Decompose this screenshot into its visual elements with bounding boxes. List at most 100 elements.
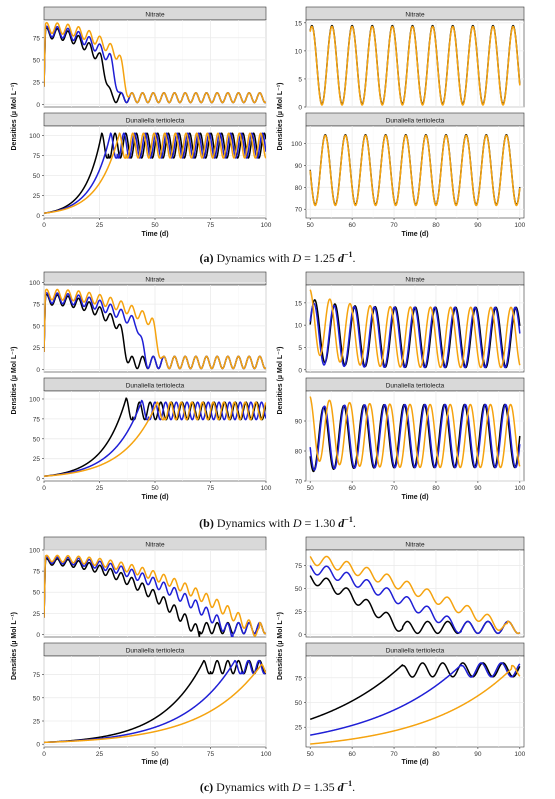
panel-c-right-dunaliella-xtick-label: 100 xyxy=(514,751,525,758)
caption-b: (b) Dynamics with D = 1.30 d−1. xyxy=(199,515,356,530)
panel-c-right-dunaliella-xtick-label: 70 xyxy=(390,751,398,758)
panel-b-right-dunaliella-series-orange xyxy=(309,396,521,469)
panel-a-left-nitrate: Nitrate 0 25 50 75 xyxy=(33,6,267,109)
panel-a-left-dunaliella-xtick-label: 0 xyxy=(42,222,46,229)
panel-a-left-dunaliella-ytick-label: 50 xyxy=(33,173,41,180)
panel-c-right-dunaliella-series-blue xyxy=(309,662,521,736)
panel-b-right-nitrate-series-orange xyxy=(309,289,521,369)
panel-a-right-dunaliella: Dunaliella tertiolecta 70 80 90 100 50 60 70 80 9… xyxy=(291,112,526,229)
panel-a-right-dunaliella-series-group xyxy=(309,134,521,207)
x-axis-title-a-right: Time (d) xyxy=(401,231,428,238)
panel-b-right-nitrate-ytick-label: 0 xyxy=(298,367,302,374)
caption-c: (c) Dynamics with D = 1.35 d−1. xyxy=(199,779,356,794)
panel-b-left-dunaliella-ytick-label: 25 xyxy=(33,456,41,463)
x-axis-title-b-right: Time (d) xyxy=(401,494,428,501)
panel-a-right-nitrate-series-orange xyxy=(309,25,521,106)
panel-c-left-dunaliella: Dunaliella tertiolecta 0 25 50 75 0 25 50 75 100 xyxy=(33,642,272,758)
panel-c-left-dunaliella-xtick-label: 75 xyxy=(207,751,215,758)
panel-b-right-nitrate: Nitrate 0 5 10 15 xyxy=(295,271,525,374)
panel-a-right-nitrate-ytick-label: 0 xyxy=(298,105,302,112)
panel-a-left-dunaliella-xtick-label: 25 xyxy=(96,222,104,229)
panel-a-right-dunaliella-ytick-label: 90 xyxy=(295,163,303,170)
panel-b-left-dunaliella-ytick-label: 100 xyxy=(29,396,40,403)
panel-b-left-nitrate-series-group xyxy=(44,288,266,370)
panel-b-right-nitrate-ytick-label: 10 xyxy=(295,323,303,330)
panel-a-right-dunaliella-xtick-label: 80 xyxy=(432,222,440,229)
panel-c-right-dunaliella-ytick-label: 75 xyxy=(295,675,303,682)
panel-a-right-nitrate-ytick-label: 15 xyxy=(295,20,303,27)
panel-c-right-nitrate-ytick-label: 75 xyxy=(295,563,303,570)
panel-a-right-dunaliella-series-orange xyxy=(309,134,521,207)
panel-b-right-dunaliella: Dunaliella tertiolecta 70 80 90 50 60 70 80 90 10… xyxy=(295,377,526,492)
panel-c-left-dunaliella-series-group xyxy=(44,659,266,744)
panel-c-right-nitrate: Nitrate 0 25 50 75 xyxy=(295,536,525,639)
panel-b-left-dunaliella-ytick-label: 75 xyxy=(33,416,41,423)
panel-b-left-nitrate-ytick-label: 100 xyxy=(29,280,40,287)
panel-b-left-dunaliella-series-black xyxy=(44,397,266,477)
panel-a-right-nitrate-ytick-label: 10 xyxy=(295,48,303,55)
panel-b-left-nitrate-ytick-label: 25 xyxy=(33,345,41,352)
panel-a-left-nitrate-ytick-label: 75 xyxy=(33,35,41,42)
panel-a-left-dunaliella-strip-title: Dunaliella tertiolecta xyxy=(126,118,185,125)
panel-b-left-dunaliella-xtick-label: 50 xyxy=(151,485,159,492)
y-axis-title-b-right: Densities (µ Mol L⁻¹) xyxy=(277,346,284,414)
panel-a-right-dunaliella-xtick-label: 100 xyxy=(514,222,525,229)
panel-b-left-dunaliella-xtick-label: 25 xyxy=(96,485,104,492)
panel-b-left-nitrate-strip-title: Nitrate xyxy=(145,277,165,284)
panel-c-left-nitrate: Nitrate 0 25 50 75 100 xyxy=(29,536,267,639)
x-axis-title-c-left: Time (d) xyxy=(141,759,168,766)
panel-c-right-nitrate-ytick-label: 50 xyxy=(295,586,303,593)
panel-c-right-nitrate-series-orange xyxy=(309,555,521,635)
panel-a-left-nitrate-ytick-label: 0 xyxy=(36,102,40,109)
panel-b-right-nitrate-ytick-label: 15 xyxy=(295,300,303,307)
subfigure-c: Nitrate 0 25 50 75 100 Dunaliella tertiolecta 0… xyxy=(11,536,526,766)
panel-c-left-dunaliella-xtick-label: 100 xyxy=(261,751,272,758)
panel-c-left-nitrate-ytick-label: 25 xyxy=(33,611,41,618)
panel-c-right-nitrate-strip-title: Nitrate xyxy=(405,542,425,549)
panel-c-right-nitrate-series-group xyxy=(309,555,521,635)
x-axis-title-a-left: Time (d) xyxy=(141,231,168,238)
panel-c-left-nitrate-series-group xyxy=(44,554,266,637)
panel-b-left-dunaliella-ytick-label: 50 xyxy=(33,436,41,443)
panel-b-right-nitrate-strip-title: Nitrate xyxy=(405,277,425,284)
panel-b-right-dunaliella-strip-title: Dunaliella tertiolecta xyxy=(386,383,445,390)
panel-a-right-dunaliella-ytick-label: 100 xyxy=(291,141,302,148)
panel-a-right-dunaliella-ytick-label: 70 xyxy=(295,207,303,214)
panel-b-left-nitrate-ytick-label: 50 xyxy=(33,323,41,330)
panel-a-left-nitrate-series-orange xyxy=(44,21,266,104)
panel-b-left-nitrate-series-orange xyxy=(44,288,266,370)
panel-b-right-dunaliella-xtick-label: 70 xyxy=(390,485,398,492)
panel-a-right-dunaliella-ytick-label: 80 xyxy=(295,185,303,192)
panel-b-left-dunaliella-series-orange xyxy=(44,401,266,477)
x-axis-title-c-right: Time (d) xyxy=(401,759,428,766)
panel-c-left-nitrate-strip-title: Nitrate xyxy=(145,542,165,549)
panel-a-left-dunaliella-xtick-label: 50 xyxy=(151,222,159,229)
panel-a-right-nitrate-strip-title: Nitrate xyxy=(405,12,425,19)
panel-c-right-dunaliella-ytick-label: 25 xyxy=(295,725,303,732)
panel-b-right-nitrate-ytick-label: 5 xyxy=(298,345,302,352)
panel-a-right-dunaliella-xtick-label: 90 xyxy=(474,222,482,229)
panel-a-right-dunaliella-xtick-label: 50 xyxy=(307,222,315,229)
panel-c-right-dunaliella-series-orange xyxy=(309,664,521,745)
panel-c-left-dunaliella-series-orange xyxy=(44,663,266,744)
panel-a-left-dunaliella-xtick-label: 75 xyxy=(207,222,215,229)
panel-b-left-dunaliella-series-blue xyxy=(44,399,266,477)
panel-a-left-nitrate-strip-title: Nitrate xyxy=(145,12,165,19)
panel-c-left-dunaliella-strip-title: Dunaliella tertiolecta xyxy=(126,648,185,655)
y-axis-title-c-right: Densities (µ Mol L⁻¹) xyxy=(277,612,284,680)
panel-a-right-dunaliella-xtick-label: 60 xyxy=(348,222,356,229)
panel-c-right-dunaliella-series-black xyxy=(309,662,521,721)
panel-b-left-nitrate: Nitrate 0 25 50 75 100 xyxy=(29,271,267,374)
panel-c-right-dunaliella-xtick-label: 90 xyxy=(474,751,482,758)
panel-b-left-dunaliella-strip-title: Dunaliella tertiolecta xyxy=(126,383,185,390)
caption-a: (a) Dynamics with D = 1.25 d−1. xyxy=(199,250,356,265)
y-axis-title-b-left: Densities (µ Mol L⁻¹) xyxy=(11,346,18,414)
panel-b-left-dunaliella-xtick-label: 75 xyxy=(207,485,215,492)
panel-b-right-dunaliella-xtick-label: 80 xyxy=(432,485,440,492)
panel-c-right-nitrate-ytick-label: 0 xyxy=(298,632,302,639)
panel-b-right-dunaliella-ytick-label: 80 xyxy=(295,449,303,456)
panel-b-left-nitrate-ytick-label: 75 xyxy=(33,302,41,309)
panel-a-left-dunaliella-ytick-label: 0 xyxy=(36,213,40,220)
x-axis-title-b-left: Time (d) xyxy=(141,494,168,501)
